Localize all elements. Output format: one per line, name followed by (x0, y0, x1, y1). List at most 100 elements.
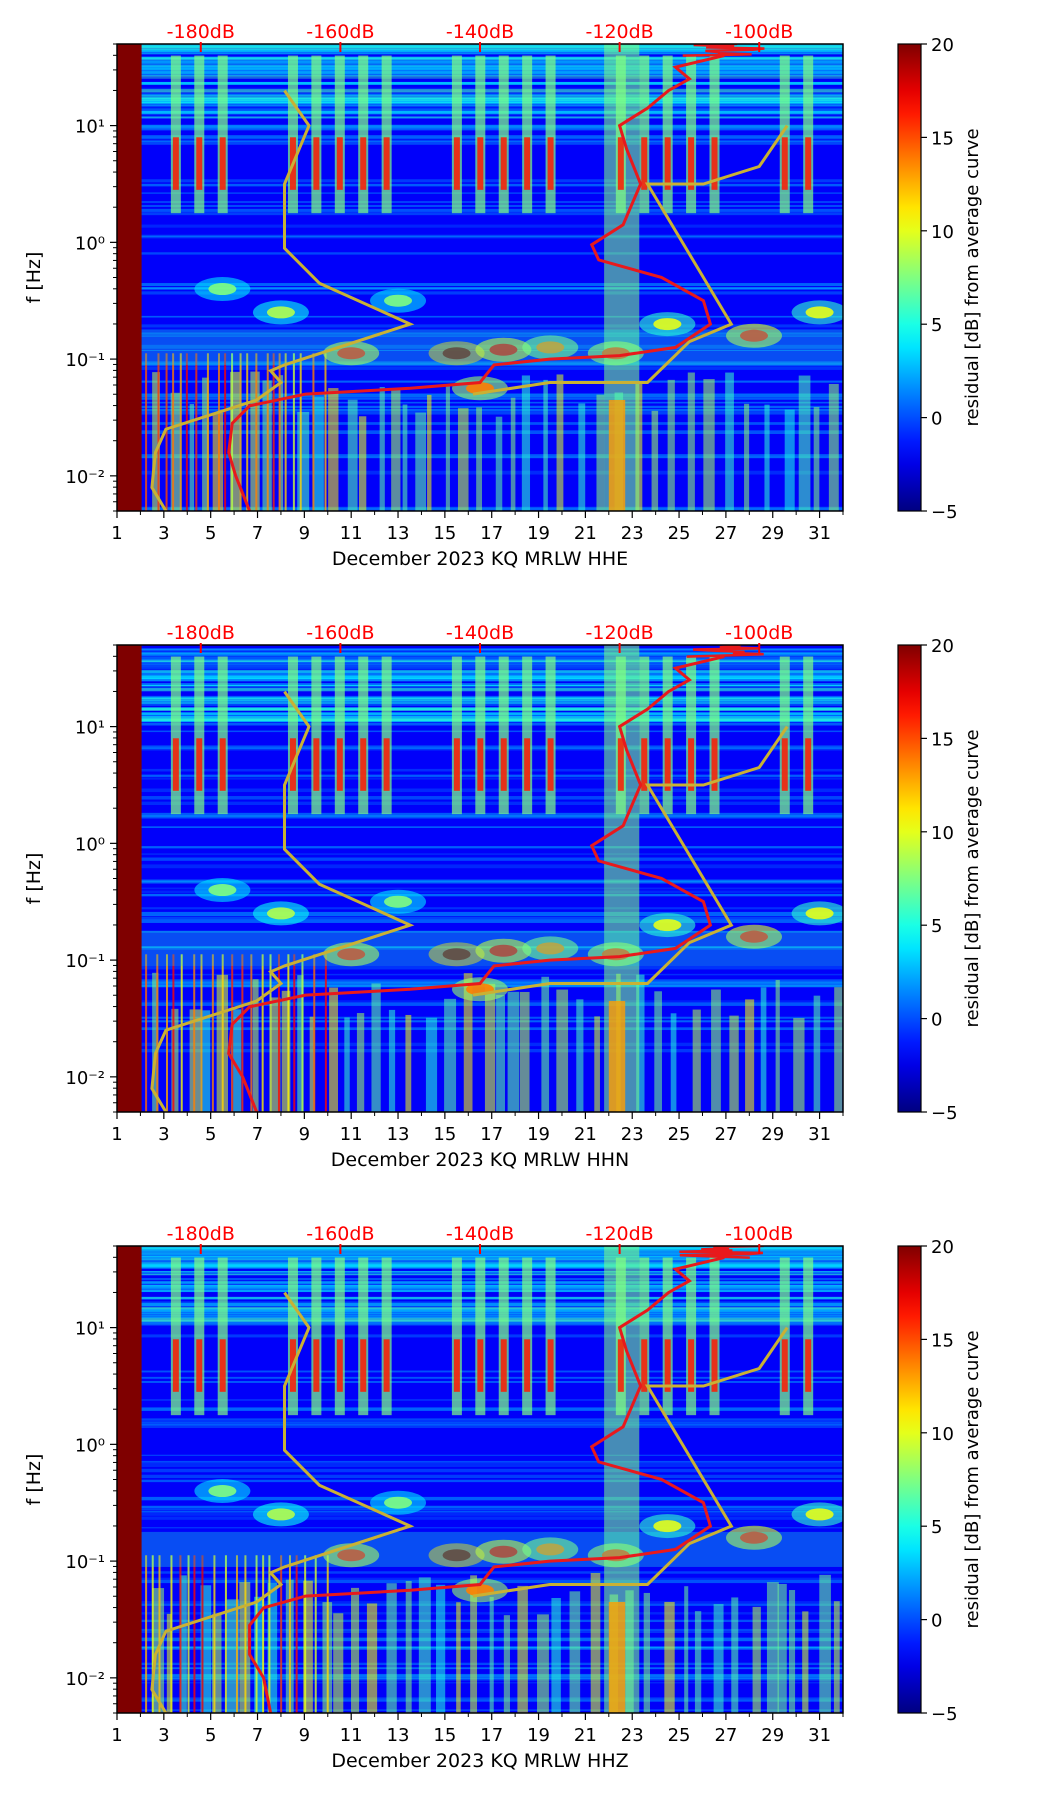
lf-streak (667, 379, 675, 511)
lf-streak (344, 1017, 350, 1112)
x-tick-label: 23 (621, 1124, 644, 1145)
noise-band (117, 1697, 843, 1702)
spike (262, 1555, 265, 1713)
lf-streak (405, 1580, 412, 1713)
daily-column (498, 656, 509, 815)
noise-band (117, 1646, 843, 1649)
average-psd-line (227, 655, 725, 1112)
daily-column (545, 1257, 556, 1416)
microseism-core (740, 1531, 769, 1544)
lf-streak (456, 1602, 461, 1713)
colorbar-tick-label: 20 (931, 1237, 954, 1258)
microseism-core (653, 1520, 682, 1533)
lf-streak (202, 377, 209, 511)
lf-streak (278, 375, 284, 511)
daily-column (639, 55, 650, 214)
spike (235, 1555, 238, 1713)
lf-streak (418, 1577, 431, 1713)
noise-band (117, 361, 843, 365)
lf-streak (744, 403, 750, 511)
microseism-core (384, 294, 413, 307)
spike (244, 1555, 247, 1713)
daily-column (381, 1257, 392, 1416)
daily-hotspot (172, 738, 179, 791)
lf-streak (427, 394, 432, 511)
spike (195, 353, 198, 511)
colorbar-label: residual [dB] from average curve (962, 729, 983, 1027)
noise-band (117, 1604, 843, 1606)
x-tick-label: 31 (808, 1725, 831, 1746)
lf-streak (711, 989, 721, 1112)
x-tick-label: 27 (714, 1124, 737, 1145)
hf-band (117, 652, 843, 655)
daily-column (709, 656, 720, 815)
x-tick-label: 21 (574, 1124, 597, 1145)
microseism-core (384, 895, 413, 908)
lf-streak (833, 1601, 840, 1713)
x-tick-label: 21 (574, 523, 597, 544)
db-label: -180dB (167, 21, 235, 43)
microseism-core (740, 329, 769, 342)
daily-hotspot (617, 738, 624, 791)
x-tick-label: 25 (668, 1124, 691, 1145)
lf-streak (643, 1592, 651, 1713)
spike (326, 1555, 329, 1713)
x-tick-label: 15 (433, 1725, 456, 1746)
noise-band (117, 919, 843, 923)
noise-band (117, 335, 843, 337)
spike (221, 954, 224, 1112)
spike (165, 353, 168, 511)
colorbar-tick-label: −5 (931, 1103, 958, 1124)
noise-band (117, 1699, 843, 1703)
daily-hotspot (711, 738, 718, 791)
noise-band (117, 1048, 843, 1053)
lf-streak (569, 1591, 581, 1713)
db-label: -160dB (306, 622, 374, 644)
spike (277, 954, 280, 1112)
colorbar (897, 43, 922, 512)
noise-band (117, 287, 843, 290)
daily-column (803, 1257, 814, 1416)
x-tick-label: 13 (387, 1124, 410, 1145)
lf-streak (391, 389, 401, 511)
spike (269, 954, 272, 1112)
daily-column (217, 656, 228, 815)
lf-streak (543, 379, 548, 511)
x-tick-label: 11 (340, 523, 363, 544)
x-tick-label: 31 (808, 523, 831, 544)
x-tick-label: 9 (299, 1725, 310, 1746)
x-tick-label: 5 (205, 1725, 216, 1746)
noise-band (117, 1662, 843, 1664)
lf-streak (664, 1601, 675, 1713)
daily-column (475, 1257, 486, 1416)
lf-streak (819, 1574, 831, 1713)
lf-streak (784, 409, 795, 511)
noise-band (117, 890, 843, 894)
spike (272, 353, 275, 511)
daily-hotspot (547, 738, 554, 791)
lf-streak (692, 1009, 701, 1112)
daily-hotspot (781, 738, 788, 791)
microseism-core (805, 306, 834, 319)
daily-hotspot (641, 1339, 648, 1392)
noise-band (117, 283, 843, 287)
daily-column (287, 656, 298, 815)
average-psd-line (227, 54, 725, 511)
daily-column (475, 656, 486, 815)
db-label: -160dB (306, 21, 374, 43)
noise-band (117, 826, 843, 828)
lf-streak (703, 379, 715, 511)
x-tick-label: 7 (252, 1725, 263, 1746)
db-label: -100dB (725, 622, 793, 644)
noise-band (117, 879, 843, 884)
spike (266, 353, 269, 511)
lf-streak (576, 999, 584, 1112)
db-label: -140dB (446, 622, 514, 644)
daily-hotspot (383, 1339, 390, 1392)
lf-streak (366, 1603, 378, 1713)
x-axis-label: December 2023 KQ MRLW HHN (331, 1149, 629, 1171)
colorbar-tick-label: 0 (931, 1611, 942, 1632)
lf-streak (212, 412, 224, 511)
noise-band (117, 1460, 843, 1463)
